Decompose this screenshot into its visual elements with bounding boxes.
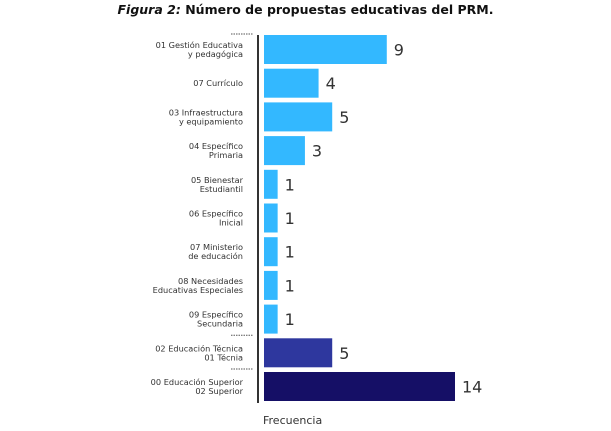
category-label: Secundaria	[197, 319, 243, 329]
category-label: 02 Superior	[195, 386, 243, 396]
category-label: 01 Técnia	[204, 352, 243, 362]
value-label: 1	[285, 310, 295, 329]
value-label: 5	[339, 344, 349, 363]
category-label: 07 Currículo	[193, 78, 243, 88]
bar	[264, 338, 333, 368]
value-label: 4	[326, 74, 336, 93]
value-label: 1	[285, 209, 295, 228]
figure-label: Figura 2:	[117, 2, 181, 17]
title-text: Número de propuestas educativas del PRM.	[185, 2, 494, 17]
value-label: 5	[339, 108, 349, 127]
value-label: 3	[312, 142, 322, 161]
category-label: 02 Educación Técnica	[155, 343, 243, 353]
category-label: 05 Bienestar	[191, 175, 244, 185]
bar	[264, 102, 333, 132]
value-label: 1	[285, 243, 295, 262]
category-label: Inicial	[219, 218, 243, 228]
bar	[264, 136, 305, 166]
category-label: 03 Infraestructura	[169, 107, 243, 117]
category-label: 04 Específico	[189, 141, 243, 151]
bar	[264, 237, 278, 267]
bar	[264, 169, 278, 199]
category-label: de educación	[188, 251, 243, 261]
category-label: Primaria	[209, 150, 243, 160]
value-label: 14	[462, 378, 482, 397]
value-label: 9	[394, 41, 404, 60]
category-label: 06 Específico	[189, 209, 243, 219]
bar	[264, 203, 278, 233]
category-label: y equipamiento	[179, 116, 243, 126]
bar	[264, 68, 319, 98]
category-label: 08 Necesidades	[178, 276, 243, 286]
category-label: 01 Gestión Educativa	[156, 40, 243, 50]
bar	[264, 372, 455, 401]
bar	[264, 270, 278, 300]
category-label: 07 Ministerio	[190, 242, 243, 252]
category-label: Educativas Especiales	[153, 285, 243, 295]
category-label: 00 Educación Superior	[151, 377, 244, 387]
x-axis-label: Frecuencia	[263, 414, 322, 427]
value-label: 1	[285, 276, 295, 295]
bar	[264, 304, 278, 334]
bar	[264, 35, 387, 64]
chart-title: Figura 2: Número de propuestas educativa…	[0, 2, 611, 17]
value-label: 1	[285, 175, 295, 194]
category-label: y pedagógica	[188, 49, 243, 59]
category-label: 09 Específico	[189, 310, 243, 320]
category-label: Estudiantil	[200, 184, 243, 194]
